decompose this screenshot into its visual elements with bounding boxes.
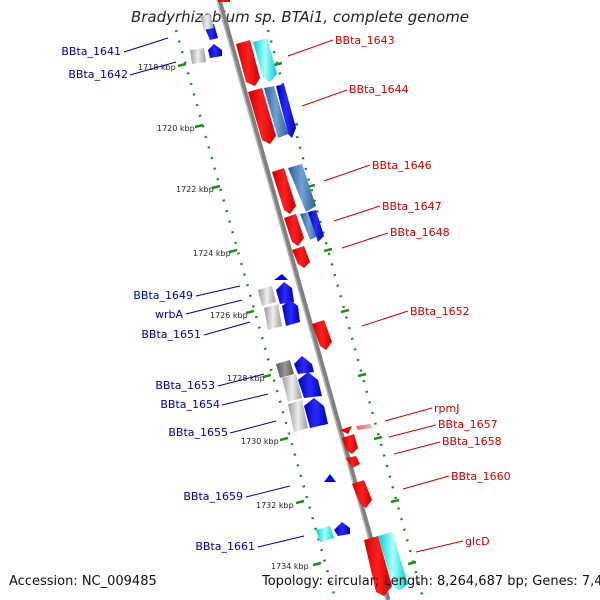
gene-bar-rpmj bbox=[340, 426, 352, 434]
gene-label-bbta-1651: BBta_1651 bbox=[141, 328, 201, 341]
gene-bar-bbta-1658-red bbox=[346, 456, 360, 468]
gene-bar-bbta-1641-blue bbox=[208, 44, 222, 58]
scale-label-1720: 1720 kbp bbox=[157, 124, 195, 133]
forward-leader-lines bbox=[287, 39, 464, 553]
gene-bar-rpmj-pink bbox=[356, 424, 372, 430]
gene-label-bbta-1646: BBta_1646 bbox=[372, 159, 432, 172]
gene-label-bbta-1653: BBta_1653 bbox=[155, 379, 215, 392]
gene-bar-bbta-1661-blue bbox=[334, 522, 350, 536]
gene-label-bbta-1658: BBta_1658 bbox=[442, 435, 502, 448]
gene-bar-top-gray bbox=[200, 14, 214, 30]
gene-bar-bbta-1653-blue bbox=[294, 356, 314, 374]
gene-bar-bbta-1649-blue-small bbox=[274, 274, 288, 280]
gene-bar-bbta-1649-gray bbox=[258, 286, 276, 306]
forward-gene-labels: BBta_1643 BBta_1644 BBta_1646 BBta_1647 … bbox=[335, 34, 511, 548]
gene-bar-bbta-1644-blue bbox=[276, 84, 296, 138]
gene-label-bbta-1642: BBta_1642 bbox=[68, 68, 128, 81]
gene-label-bbta-1647: BBta_1647 bbox=[382, 200, 442, 213]
gene-bar-bbta-1660-red bbox=[352, 480, 372, 508]
scale-label-1732: 1732 kbp bbox=[256, 501, 294, 510]
gene-bar-bbta-1651-blue bbox=[282, 300, 300, 326]
gene-bar-top-red bbox=[218, 0, 230, 2]
gene-label-bbta-1648: BBta_1648 bbox=[390, 226, 450, 239]
gene-bar-bbta-1646-steel bbox=[288, 164, 316, 212]
gene-bar-bbta-1659-blue bbox=[324, 474, 336, 482]
gene-label-bbta-1660: BBta_1660 bbox=[451, 470, 511, 483]
gene-bar-bbta-1646-red bbox=[272, 168, 296, 214]
gene-bar-bbta-1654-gray bbox=[282, 374, 302, 402]
map-title: Bradyrhizobium sp. BTAi1, complete genom… bbox=[130, 8, 470, 26]
gene-bar-bbta-1644-red bbox=[248, 88, 276, 144]
gene-bar-bbta-1653-dark bbox=[276, 360, 294, 378]
gene-bar-bbta-1643-red bbox=[236, 40, 260, 86]
gene-bar-bbta-1654-blue bbox=[298, 372, 322, 398]
forward-gene-features bbox=[218, 0, 408, 596]
scale-label-1730: 1730 kbp bbox=[241, 437, 279, 446]
gene-bar-wrba-blue bbox=[276, 282, 294, 304]
gene-label-bbta-1659: BBta_1659 bbox=[183, 490, 243, 503]
reverse-gene-labels: BBta_1641 BBta_1642 BBta_1649 wrbA BBta_… bbox=[61, 45, 255, 553]
gene-label-bbta-1655: BBta_1655 bbox=[168, 426, 228, 439]
gene-bar-bbta-1661-cyan bbox=[316, 526, 334, 542]
gene-label-rpmj: rpmJ bbox=[434, 402, 459, 415]
gene-label-bbta-1657: BBta_1657 bbox=[438, 418, 498, 431]
scale-label-1722: 1722 kbp bbox=[176, 185, 214, 194]
gene-label-bbta-1654: BBta_1654 bbox=[160, 398, 220, 411]
gene-label-wrba: wrbA bbox=[155, 308, 184, 321]
gene-label-bbta-1641: BBta_1641 bbox=[61, 45, 121, 58]
scale-label-1724: 1724 kbp bbox=[193, 249, 231, 258]
gene-bar-bbta-1647-blue bbox=[308, 210, 324, 242]
gene-bar-glcd-cyan bbox=[378, 532, 408, 590]
gene-bar-glcd-red bbox=[364, 536, 392, 596]
gene-bar-bbta-1647-steel bbox=[300, 212, 318, 240]
scale-label-1734: 1734 kbp bbox=[271, 562, 309, 571]
gene-bar-bbta-1644-steel bbox=[264, 86, 288, 138]
gene-bar-bbta-1655-gray bbox=[288, 400, 308, 432]
gene-bar-bbta-1652-red bbox=[312, 320, 332, 350]
gene-label-bbta-1661: BBta_1661 bbox=[195, 540, 255, 553]
backbone-highlight bbox=[216, 0, 387, 600]
accession-text: Accession: NC_009485 bbox=[9, 574, 157, 589]
scale-label-1726: 1726 kbp bbox=[210, 311, 248, 320]
gene-bar-bbta-1642-gray bbox=[190, 48, 206, 64]
reverse-leader-lines bbox=[123, 37, 305, 548]
gene-bar-bbta-1655-blue bbox=[304, 398, 328, 428]
gene-label-glcd: glcD bbox=[465, 535, 490, 548]
gene-bar-bbta-1651-gray bbox=[264, 304, 282, 330]
gene-label-bbta-1652: BBta_1652 bbox=[410, 305, 470, 318]
genome-stats-text: Topology: circular; Length: 8,264,687 bp… bbox=[262, 574, 600, 589]
gene-bar-bbta-1647-red bbox=[284, 214, 304, 246]
gene-label-bbta-1644: BBta_1644 bbox=[349, 83, 409, 96]
gene-bar-bbta-1643-cyan bbox=[253, 38, 277, 82]
reverse-gene-features bbox=[190, 14, 350, 542]
gene-label-bbta-1649: BBta_1649 bbox=[133, 289, 193, 302]
gene-bar-bbta-1648-red bbox=[292, 246, 310, 268]
gene-label-bbta-1643: BBta_1643 bbox=[335, 34, 395, 47]
gene-bar-bbta-1657-red bbox=[342, 434, 358, 454]
